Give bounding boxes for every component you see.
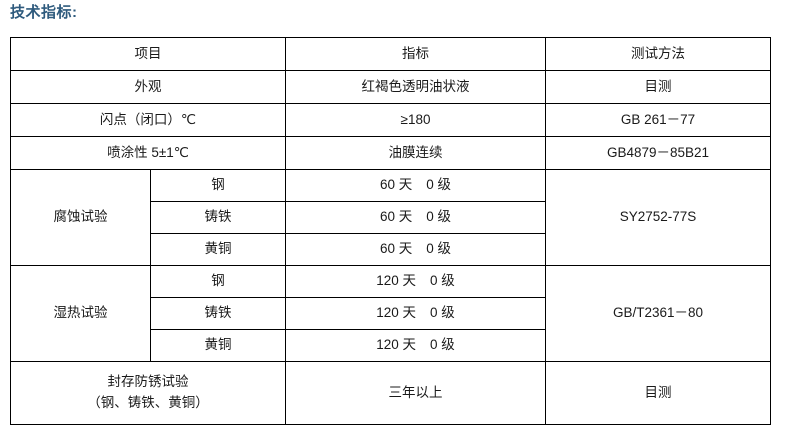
- page-title: 技术指标:: [10, 4, 78, 21]
- value-grade: 0 级: [426, 241, 452, 257]
- table-row: 封存防锈试验 （钢、铸铁、黄铜） 三年以上 目测: [10, 361, 771, 425]
- table-row: 外观 红褐色透明油状液 目测: [10, 70, 771, 104]
- cell-material-corrosion-brass: 黄铜: [150, 233, 286, 266]
- value-days: 120 天: [376, 337, 416, 353]
- header-cell-method: 测试方法: [545, 37, 771, 71]
- value-days: 60 天: [379, 177, 413, 193]
- cell-material-humidity-brass: 黄铜: [150, 329, 286, 362]
- cell-method-corrosion: SY2752-77S: [545, 169, 771, 266]
- cell-method-appearance: 目测: [545, 70, 771, 104]
- value-grade: 0 级: [426, 209, 452, 225]
- cell-group-label-humidity: 湿热试验: [10, 265, 151, 362]
- table-row: 黄铜 120 天 0 级: [11, 329, 771, 362]
- value-days: 60 天: [379, 209, 413, 225]
- header-cell-item: 项目: [10, 37, 286, 71]
- cell-index-corrosion-brass: 60 天 0 级: [285, 233, 546, 266]
- header-cell-index: 指标: [285, 37, 546, 71]
- value-grade: 0 级: [426, 177, 452, 193]
- cell-method-flashpoint: GB 261－77: [545, 103, 771, 137]
- cell-group-label-corrosion: 腐蚀试验: [10, 169, 151, 266]
- value-days: 120 天: [376, 305, 416, 321]
- cell-item-sprayability: 喷涂性 5±1℃: [10, 136, 286, 170]
- cell-index-corrosion-steel: 60 天 0 级: [285, 169, 546, 202]
- cell-index-humidity-castiron: 120 天 0 级: [285, 297, 546, 330]
- cell-item-flashpoint: 闪点（闭口）℃: [10, 103, 286, 137]
- value-grade: 0 级: [430, 337, 455, 353]
- value-grade: 0 级: [430, 305, 455, 321]
- value-grade: 0 级: [430, 273, 455, 289]
- table-row: 腐蚀试验 钢 60 天 0 级 SY2752-77S: [10, 169, 771, 266]
- cell-method-humidity: GB/T2361－80: [545, 265, 771, 362]
- cell-material-corrosion-castiron: 铸铁: [150, 201, 286, 234]
- value-days: 60 天: [379, 241, 413, 257]
- cell-index-corrosion-castiron: 60 天 0 级: [285, 201, 546, 234]
- technical-specifications-table: 项目 指标 测试方法 外观 红褐色透明油状液 目测 闪点（闭口）℃ ≥180 G…: [10, 37, 771, 425]
- cell-method-sprayability: GB4879－85B21: [545, 136, 771, 170]
- cell-index-appearance: 红褐色透明油状液: [285, 70, 546, 104]
- cell-item-appearance: 外观: [10, 70, 286, 104]
- table-row: 湿热试验 钢 120 天 0 级 GB/T2361－80: [10, 265, 771, 362]
- storage-label-line1: 封存防锈试验: [107, 374, 189, 390]
- value-days: 120 天: [376, 273, 416, 289]
- table-row: 黄铜 60 天 0 级: [11, 233, 771, 266]
- cell-index-sprayability: 油膜连续: [285, 136, 546, 170]
- cell-material-corrosion-steel: 钢: [150, 169, 286, 202]
- cell-material-humidity-castiron: 铸铁: [150, 297, 286, 330]
- table-row: 铸铁 60 天 0 级: [11, 201, 771, 234]
- table-row: 闪点（闭口）℃ ≥180 GB 261－77: [10, 103, 771, 137]
- table-header-row: 项目 指标 测试方法: [10, 37, 771, 71]
- cell-index-flashpoint: ≥180: [285, 103, 546, 137]
- cell-index-humidity-brass: 120 天 0 级: [285, 329, 546, 362]
- cell-index-storage-rustproof: 三年以上: [285, 361, 546, 425]
- cell-item-storage-rustproof: 封存防锈试验 （钢、铸铁、黄铜）: [10, 361, 286, 425]
- cell-method-storage-rustproof: 目测: [545, 361, 771, 425]
- table-row: 喷涂性 5±1℃ 油膜连续 GB4879－85B21: [10, 136, 771, 170]
- storage-label-line2: （钢、铸铁、黄铜）: [87, 395, 209, 410]
- cell-material-humidity-steel: 钢: [150, 265, 286, 298]
- table-row: 铸铁 120 天 0 级: [11, 297, 771, 330]
- cell-index-humidity-steel: 120 天 0 级: [285, 265, 546, 298]
